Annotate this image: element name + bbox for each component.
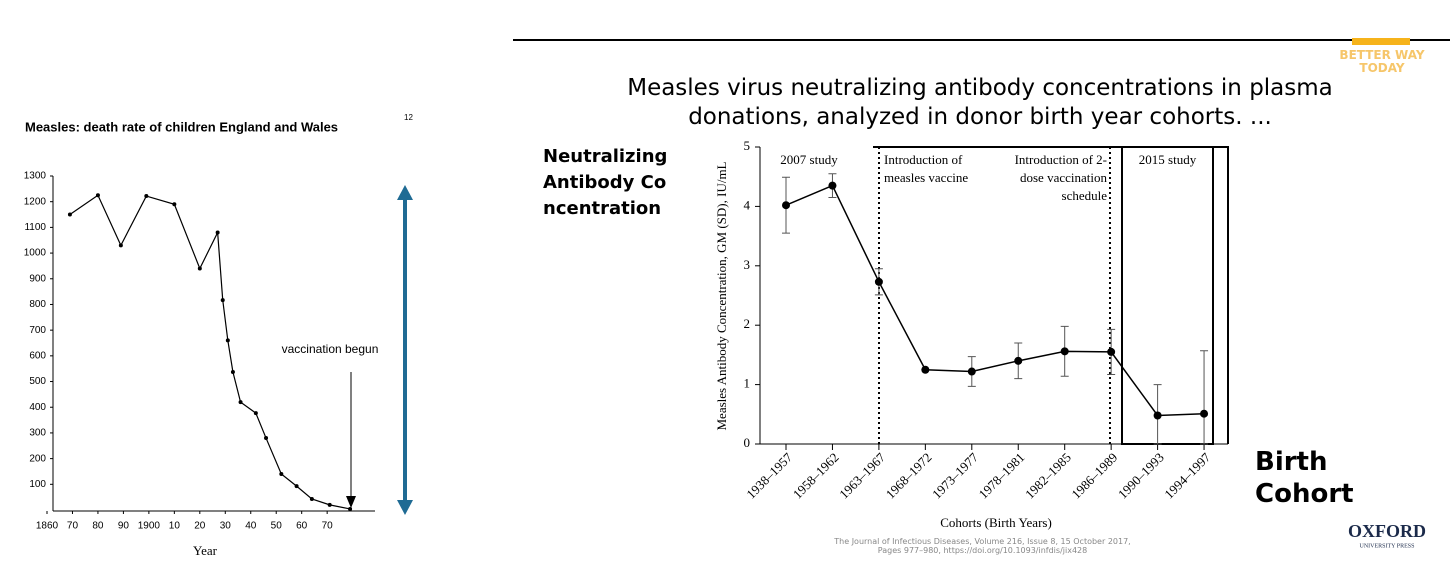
x-axis-label: Cohorts (Birth Years) (940, 515, 1052, 530)
x-tick-label: 1978–1981 (976, 450, 1028, 502)
logo-bar (1352, 38, 1410, 45)
y-axis-label: Measles Antibody Concentration, GM (SD),… (714, 161, 729, 430)
y-tick-label: 3 (744, 257, 751, 272)
x-tick-label: 1900 (138, 521, 161, 532)
point (921, 365, 930, 374)
y-tick-label: 5 (744, 138, 751, 153)
y-tick-label: 900 (29, 273, 46, 284)
point (309, 496, 314, 501)
point (197, 266, 202, 271)
y-tick-label: 500 (29, 376, 46, 387)
annotation: vaccination begun (281, 342, 379, 356)
x-tick-label: 70 (322, 521, 334, 532)
point (327, 502, 332, 507)
point (1060, 347, 1069, 356)
point (279, 472, 284, 477)
publisher-sub: UNIVERSITY PRESS (1360, 543, 1415, 549)
x-tick-label: 1938–1957 (743, 449, 795, 501)
publisher: OXFORD (1348, 521, 1426, 541)
x-tick-label: 1990–1993 (1115, 450, 1167, 502)
point (253, 411, 258, 416)
x-tick-label: 90 (118, 521, 130, 532)
point (215, 230, 220, 235)
frame (873, 146, 1229, 444)
error-bar (1200, 350, 1209, 445)
study-box (1121, 146, 1214, 445)
x-axis-label: Year (193, 543, 218, 558)
x-tick-label: 1994–1997 (1161, 449, 1213, 501)
x-tick-label: 80 (92, 521, 104, 532)
series-line (785, 184, 1205, 417)
x-tick-label: 60 (296, 521, 308, 532)
y-tick-label: 2 (744, 316, 751, 331)
chart-title: Measles virus neutralizing antibody conc… (627, 75, 1333, 130)
point (782, 201, 790, 210)
x-tick-label: 1958–1962 (790, 450, 842, 502)
arrow-head (346, 496, 356, 508)
y-tick-label: 300 (29, 428, 46, 439)
point (828, 181, 837, 190)
x-tick-label: 70 (67, 521, 79, 532)
x-tick-label: 20 (194, 521, 206, 532)
point (172, 202, 177, 207)
x-tick-label: 1982–1985 (1022, 450, 1074, 502)
y-tick-label: 1200 (24, 196, 47, 207)
y-tick-label: 4 (744, 197, 751, 212)
x-tick-label: 40 (245, 521, 257, 532)
y-tick-label: 100 (29, 479, 46, 490)
title-note: 12 (404, 113, 413, 122)
y-tick-label: 200 (29, 453, 46, 464)
x-tick-label: 50 (271, 521, 283, 532)
point (348, 506, 353, 511)
x-tick-label: 1973–1977 (929, 449, 981, 501)
point (95, 193, 100, 198)
series-line (69, 194, 351, 510)
point (1200, 409, 1209, 418)
citation: The Journal of Infectious Diseases, Volu… (834, 537, 1131, 555)
annotation: 2015 study (1138, 152, 1197, 167)
y-tick-label: 1100 (24, 222, 46, 233)
x-tick-label: 10 (169, 521, 181, 532)
point (67, 212, 72, 217)
x-tick-label: 1968–1972 (883, 450, 935, 502)
x-tick-label: 30 (220, 521, 232, 532)
y-tick-label: 800 (29, 299, 46, 310)
point (118, 243, 123, 248)
point (1107, 347, 1116, 356)
arrow-head (397, 185, 413, 200)
point (144, 194, 149, 199)
point (238, 400, 243, 405)
point (294, 484, 299, 489)
point (967, 367, 976, 376)
y-tick-label: 0 (744, 435, 751, 450)
point (1153, 411, 1162, 420)
side-label: Neutralizing Antibody Concentration (543, 146, 668, 219)
y-tick-label: 1 (744, 376, 751, 391)
logo: BETTER WAY TODAY (1339, 48, 1425, 75)
point (230, 370, 235, 375)
point (220, 298, 225, 303)
y-tick-label: 700 (29, 325, 46, 336)
x-tick-label: 1860 (36, 521, 59, 532)
point (225, 338, 230, 343)
point (874, 277, 883, 286)
y-tick-label: 600 (29, 350, 46, 361)
y-tick-label: 1300 (24, 171, 47, 182)
arrow-head (397, 500, 413, 515)
x-emphasis: Birth Cohort (1255, 447, 1354, 509)
x-tick-label: 1986–1989 (1068, 450, 1120, 502)
y-tick-label: 400 (29, 402, 46, 413)
point (264, 436, 269, 441)
x-tick-label: 1963–1967 (836, 449, 888, 501)
annotation: Introduction of 2-dose vaccination sched… (1014, 152, 1107, 203)
chart-title: Measles: death rate of children England … (25, 119, 338, 134)
annotation: Introduction of measles vaccine (884, 152, 969, 185)
annotation: 2007 study (780, 152, 838, 167)
y-tick-label: 1000 (24, 248, 47, 259)
point (1014, 356, 1023, 365)
